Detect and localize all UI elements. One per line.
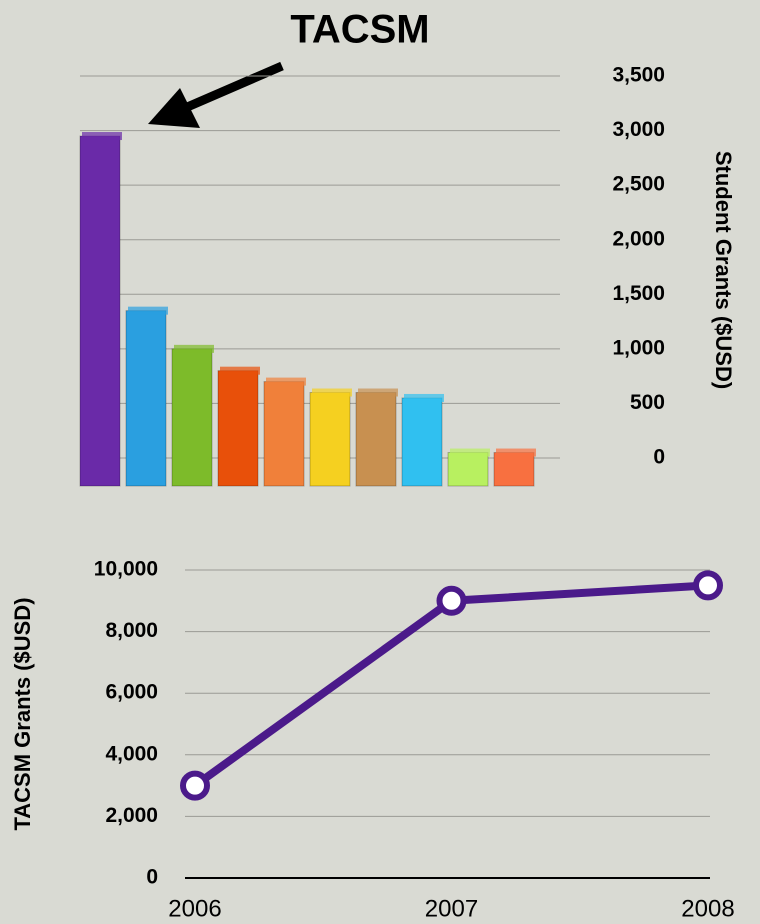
y-tick-label: 3,500 — [612, 64, 665, 87]
x-tick-label: 2008 — [681, 895, 734, 922]
x-tick-label: 2006 — [168, 895, 221, 922]
y-tick-label: 6,000 — [105, 681, 158, 704]
y-tick-label: 1,000 — [612, 336, 665, 359]
bar-top — [174, 344, 214, 353]
y-tick-label: 2,500 — [612, 173, 665, 196]
bar-top — [82, 132, 122, 141]
point — [436, 585, 467, 616]
y-tick-label: 500 — [630, 391, 665, 414]
y-tick-label: 10,000 — [94, 558, 158, 581]
bar — [125, 310, 167, 487]
y-tick-label: 4,000 — [105, 742, 158, 765]
bar — [263, 381, 305, 487]
y-tick-label: 3,000 — [612, 118, 665, 141]
arrow — [148, 61, 284, 128]
bar — [309, 392, 351, 487]
annotation: TACSM — [290, 8, 429, 52]
bar-top — [358, 388, 398, 397]
y-axis-title: TACSM Grants ($USD) — [10, 597, 35, 830]
y-tick-label: 0 — [146, 866, 158, 889]
y-tick-label: 8,000 — [105, 619, 158, 642]
y-tick-label: 1,500 — [612, 282, 665, 305]
bar — [171, 348, 213, 487]
bar — [79, 135, 121, 487]
bar-top — [450, 448, 490, 457]
bar — [355, 392, 397, 487]
bar-top — [128, 306, 168, 315]
bar — [217, 370, 259, 487]
bar-top — [266, 377, 306, 386]
bar-top — [404, 393, 444, 402]
bar-top — [220, 366, 260, 375]
bar-top — [312, 388, 352, 397]
bar — [447, 452, 489, 487]
bar — [401, 397, 443, 487]
y-tick-label: 2,000 — [105, 804, 158, 827]
point — [180, 770, 210, 801]
y-tick-label: 2,000 — [612, 227, 665, 250]
y-tick-label: 0 — [653, 446, 665, 469]
y-axis-title: Student Grants ($USD) — [711, 151, 736, 389]
bar-top — [496, 448, 536, 457]
bar — [493, 452, 535, 487]
point — [693, 570, 723, 601]
x-tick-label: 2007 — [425, 895, 478, 922]
